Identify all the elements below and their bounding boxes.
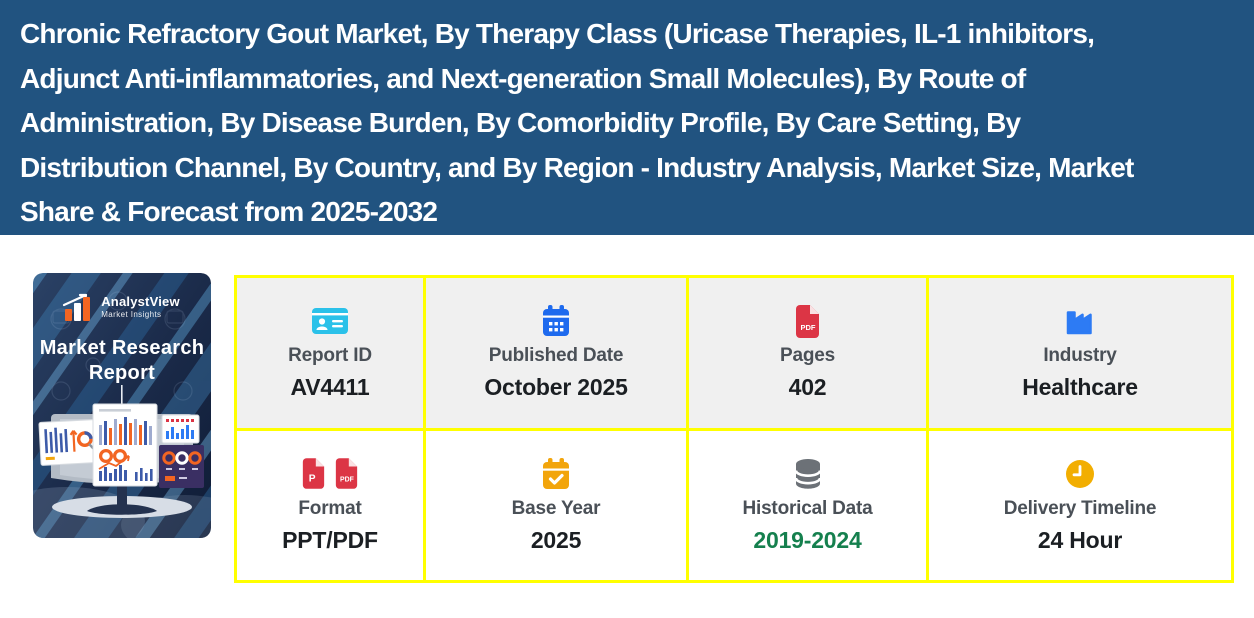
report-info-grid: Report ID AV4411 <box>234 275 1234 583</box>
industry-icon <box>1065 304 1095 338</box>
svg-text:PDF: PDF <box>340 477 354 484</box>
cover-artwork <box>33 273 211 538</box>
card-pages: PDF Pages 402 <box>686 275 929 431</box>
card-label: Industry <box>1043 345 1117 367</box>
id-card-icon <box>312 304 348 338</box>
cover-title-line: Market Research <box>39 337 205 359</box>
card-label: Historical Data <box>742 497 873 519</box>
card-label: Delivery Timeline <box>1003 497 1157 519</box>
analystview-logo: AnalystView Market Insights <box>33 293 211 323</box>
calendar-icon <box>541 304 571 338</box>
database-icon <box>793 457 823 491</box>
pdf-file-icon: PDF <box>335 458 358 490</box>
cover-title: Market Research Report <box>33 336 211 386</box>
card-label: Published Date <box>488 345 624 367</box>
title-banner: Chronic Refractory Gout Market, By Thera… <box>0 0 1254 235</box>
report-cover-image: AnalystView Market Insights Market Resea… <box>33 273 211 538</box>
card-value: Healthcare <box>1022 374 1138 401</box>
page-title: Chronic Refractory Gout Market, By Thera… <box>20 12 1234 235</box>
page-title-line: Chronic Refractory Gout Market, By Thera… <box>20 18 1095 49</box>
clock-icon <box>1065 457 1095 491</box>
logo-barchart-icon <box>63 293 94 323</box>
cover-title-line: Report <box>88 362 156 384</box>
brand-subtitle: Market Insights <box>101 310 162 319</box>
card-delivery-timeline: Delivery Timeline 24 Hour <box>926 427 1234 583</box>
svg-text:P: P <box>309 474 316 485</box>
ppt-file-icon: P <box>302 458 325 490</box>
page-title-line: Share & Forecast from 2025-2032 <box>20 196 438 227</box>
svg-text:PDF: PDF <box>801 323 816 332</box>
card-value: October 2025 <box>484 374 628 401</box>
card-value: 24 Hour <box>1037 526 1123 553</box>
card-label: Base Year <box>511 497 601 519</box>
card-historical-data: Historical Data 2019-2024 <box>686 427 929 583</box>
calendar-check-icon <box>541 457 571 491</box>
card-value: 402 <box>788 374 827 401</box>
card-label: Pages <box>780 345 835 367</box>
card-published-date: Published Date October 2025 <box>423 275 689 431</box>
page-title-line: Adjunct Anti-inflammatories, and Next-ge… <box>20 62 1026 94</box>
card-value: PPT/PDF <box>282 526 378 553</box>
card-label: Format <box>298 497 362 519</box>
brand-name: AnalystView <box>101 294 180 309</box>
card-label: Report ID <box>288 345 372 367</box>
card-report-id: Report ID AV4411 <box>234 275 426 431</box>
card-format: P PDF Format PPT/PDF <box>234 427 426 583</box>
card-base-year: Base Year 2025 <box>423 427 689 583</box>
ppt-pdf-file-icons: P PDF <box>301 457 359 491</box>
page-title-line: Administration, By Disease Burden, By Co… <box>20 107 1021 138</box>
card-value: 2019-2024 <box>753 526 862 553</box>
pdf-file-icon: PDF <box>794 304 821 338</box>
card-value: 2025 <box>530 526 582 553</box>
card-industry: Industry Healthcare <box>926 275 1234 431</box>
card-value: AV4411 <box>290 374 370 401</box>
page-title-line: Distribution Channel, By Country, and By… <box>20 151 1134 183</box>
